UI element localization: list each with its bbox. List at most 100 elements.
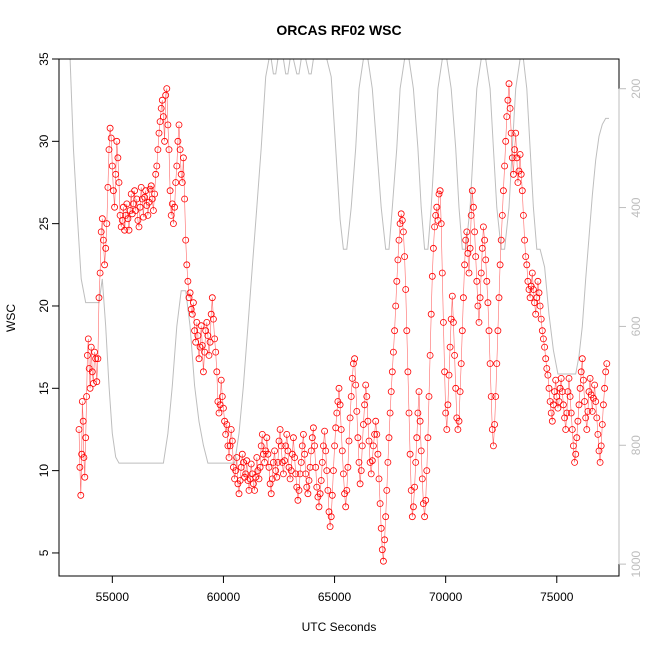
wsc-point (422, 496, 430, 504)
wsc-point (352, 381, 360, 389)
wsc-point (113, 137, 121, 145)
wsc-point (413, 434, 421, 442)
wsc-point (582, 414, 590, 422)
wsc-point (198, 342, 206, 349)
wsc-point (594, 430, 602, 438)
wsc-point (302, 470, 310, 478)
wsc-point (449, 318, 457, 326)
wsc-point (77, 491, 85, 499)
wsc-point (339, 470, 347, 478)
wsc-point (213, 368, 221, 376)
wsc-point (152, 170, 160, 178)
wsc-point (308, 434, 316, 442)
wsc-point (364, 417, 372, 425)
wsc-point (438, 269, 446, 277)
wsc-point (315, 503, 323, 511)
wsc-point (121, 226, 128, 234)
wsc-point (442, 409, 450, 417)
wsc-point (528, 269, 536, 277)
x-tick-label: 75000 (540, 590, 574, 604)
wsc-point (565, 374, 573, 382)
wsc-point (404, 368, 412, 376)
wsc-point (401, 253, 409, 261)
wsc-point (448, 292, 456, 300)
wsc-point (178, 179, 186, 186)
y-tick-label: 25 (37, 217, 51, 231)
wsc-point (90, 379, 97, 387)
wsc-point (228, 437, 236, 445)
wsc-point (124, 215, 132, 223)
wsc-point (349, 360, 357, 368)
wsc-point (597, 442, 605, 450)
wsc-point (177, 170, 185, 178)
x-tick-label: 55000 (96, 590, 130, 604)
wsc-point (581, 398, 588, 405)
wsc-point (485, 327, 493, 335)
wsc-point (433, 203, 441, 211)
wsc-point (286, 475, 294, 483)
wsc-point (299, 430, 307, 438)
wsc-point (151, 190, 159, 198)
wsc-point (154, 146, 162, 154)
wsc-point (111, 203, 118, 211)
wsc-point (305, 477, 313, 484)
wsc-point (94, 355, 102, 363)
wsc-point (507, 129, 515, 137)
wsc-point (383, 486, 391, 494)
wsc-point (557, 374, 565, 382)
wsc-point (208, 294, 216, 302)
wsc-point (336, 401, 344, 409)
wsc-point (129, 200, 137, 208)
wsc-point (153, 162, 161, 170)
wsc-point (388, 368, 396, 376)
wsc-point (75, 426, 83, 433)
wsc-point (318, 458, 326, 466)
wsc-point (87, 343, 95, 351)
wsc-point (512, 129, 520, 137)
wsc-point (88, 368, 96, 376)
wsc-point (524, 277, 532, 285)
wsc-point (224, 442, 232, 450)
wsc-point (374, 450, 382, 458)
wsc-point (497, 236, 505, 244)
wsc-point (548, 417, 556, 425)
wsc-point (576, 384, 584, 392)
wsc-point (522, 253, 530, 261)
wsc-point (333, 409, 341, 417)
wsc-point (457, 360, 465, 368)
wsc-point (541, 343, 548, 351)
wsc-point (476, 294, 484, 302)
wsc-point (236, 477, 244, 484)
wsc-point (104, 183, 112, 191)
wsc-point (367, 470, 375, 478)
wsc-point (204, 332, 212, 340)
wsc-point (258, 430, 266, 438)
wsc-point (132, 207, 140, 214)
wsc-point (337, 426, 345, 433)
wsc-point (136, 203, 144, 211)
wsc-point (233, 454, 241, 461)
wsc-point (345, 437, 353, 445)
wsc-point (387, 388, 395, 396)
wsc-point (568, 426, 576, 433)
wsc-point (378, 546, 386, 554)
y2-tick-label: 1000 (629, 550, 643, 577)
wsc-point (311, 442, 319, 450)
wsc-point (106, 124, 114, 132)
wsc-point (292, 470, 300, 478)
wsc-point (159, 113, 167, 120)
wsc-point (511, 146, 518, 154)
wsc-point (227, 426, 235, 433)
wsc-point (79, 417, 87, 425)
wsc-point (92, 355, 100, 363)
wsc-point (232, 467, 240, 475)
wsc-point (439, 318, 447, 326)
wsc-point (458, 327, 466, 335)
wsc-point (82, 434, 90, 442)
wsc-point (428, 272, 436, 280)
wsc-point (137, 183, 145, 191)
wsc-point (165, 146, 173, 154)
wsc-point (544, 371, 552, 379)
wsc-point (540, 335, 547, 343)
wsc-point (502, 137, 510, 145)
